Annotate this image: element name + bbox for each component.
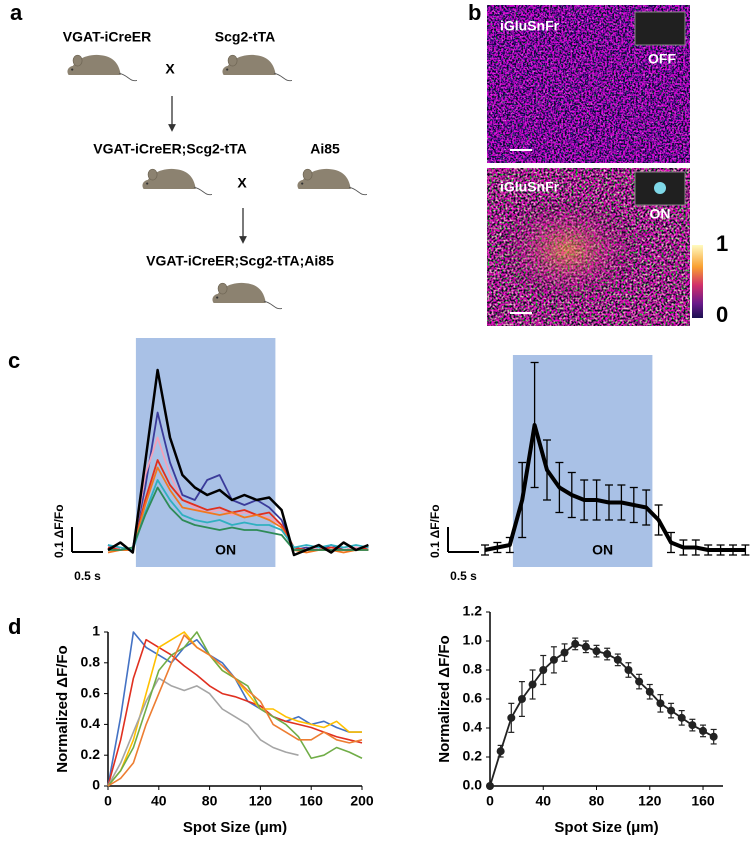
x-tick-label: 80 bbox=[202, 793, 218, 809]
stimulus-label: ON bbox=[592, 542, 613, 558]
colorbar-tick: 0 bbox=[716, 302, 728, 327]
mouse-icon bbox=[297, 168, 367, 196]
y-tick-label: 0.8 bbox=[463, 661, 483, 677]
panel-label: d bbox=[8, 614, 21, 639]
stimulus-window bbox=[512, 355, 653, 567]
data-point bbox=[539, 666, 548, 674]
data-point bbox=[496, 747, 505, 756]
x-tick-label: 160 bbox=[300, 793, 324, 809]
x-tick-label: 40 bbox=[535, 793, 551, 809]
y-tick-label: 0.0 bbox=[463, 777, 483, 793]
data-point bbox=[581, 642, 590, 651]
data-point bbox=[528, 680, 537, 689]
y-tick-label: 0.8 bbox=[81, 654, 101, 670]
strain-label: Ai85 bbox=[310, 141, 340, 157]
state-label: OFF bbox=[648, 51, 676, 67]
y-tick-label: 0.4 bbox=[463, 719, 483, 735]
y-tick-label: 1.2 bbox=[463, 603, 483, 619]
x-tick-label: 40 bbox=[151, 793, 167, 809]
scale-bar-label: 0.1 ΔF/Fo bbox=[428, 504, 442, 558]
data-point bbox=[635, 677, 644, 686]
data-point bbox=[603, 650, 612, 659]
y-axis-label: Normalized ΔF/Fo bbox=[54, 645, 71, 772]
tuning-curve bbox=[107, 634, 363, 787]
trace bbox=[107, 368, 369, 557]
image-glow bbox=[500, 195, 650, 305]
data-point bbox=[656, 699, 665, 708]
data-point bbox=[507, 713, 516, 722]
data-point bbox=[667, 706, 676, 715]
y-tick-label: 0.2 bbox=[463, 748, 483, 764]
strain-label: VGAT-iCreER;Scg2-tTA;Ai85 bbox=[146, 253, 334, 269]
cross-symbol: X bbox=[165, 61, 175, 77]
y-tick-label: 1.0 bbox=[463, 632, 483, 648]
data-point bbox=[571, 639, 580, 648]
y-tick-label: 0.6 bbox=[81, 684, 101, 700]
panel-label: c bbox=[8, 348, 20, 373]
y-tick-label: 0.4 bbox=[81, 715, 101, 731]
data-point bbox=[560, 648, 569, 657]
strain-label: Scg2-tTA bbox=[215, 29, 275, 45]
x-axis-label: Spot Size (μm) bbox=[554, 819, 658, 836]
y-tick-label: 1 bbox=[92, 623, 100, 639]
x-tick-label: 120 bbox=[249, 793, 273, 809]
imaging-panel: iGluSnFr iGluSnFr OFF ON 1 0 bbox=[487, 5, 728, 327]
data-point bbox=[709, 732, 718, 741]
cross-symbol: X bbox=[237, 175, 247, 191]
state-label: ON bbox=[650, 206, 671, 222]
trace bbox=[107, 479, 369, 551]
data-point bbox=[677, 713, 686, 722]
scale-bar-label: 0.5 s bbox=[74, 569, 101, 583]
colorbar-tick: 1 bbox=[716, 231, 728, 256]
image-label: iGluSnFr bbox=[500, 179, 560, 195]
x-tick-label: 80 bbox=[589, 793, 605, 809]
x-tick-label: 0 bbox=[104, 793, 112, 809]
y-tick-label: 0 bbox=[92, 777, 100, 793]
scale-bar-label: 0.1 ΔF/Fo bbox=[52, 504, 66, 558]
x-axis-label: Spot Size (μm) bbox=[183, 819, 287, 836]
y-tick-label: 0.6 bbox=[463, 690, 483, 706]
data-point bbox=[592, 647, 601, 656]
data-point bbox=[699, 726, 708, 735]
strain-label: VGAT-iCreER;Scg2-tTA bbox=[93, 141, 247, 157]
y-axis-label: Normalized ΔF/Fo bbox=[436, 635, 453, 762]
panel-label: b bbox=[468, 0, 481, 25]
mean-curve bbox=[489, 643, 715, 787]
breeding-diagram: VGAT-iCreER Scg2-tTA X VGAT-iCreER;Scg2-… bbox=[63, 29, 367, 310]
data-point bbox=[688, 721, 697, 730]
stimulus-spot bbox=[654, 182, 666, 194]
mouse-icon bbox=[142, 168, 212, 196]
data-point bbox=[517, 695, 526, 703]
stimulus-label: ON bbox=[215, 542, 236, 558]
mouse-icon bbox=[222, 54, 292, 82]
mouse-icon bbox=[212, 282, 282, 310]
x-tick-label: 0 bbox=[486, 793, 494, 809]
tuning-curve bbox=[107, 631, 363, 787]
x-tick-label: 200 bbox=[350, 793, 374, 809]
mouse-icon bbox=[67, 54, 137, 82]
panel-label: a bbox=[10, 0, 23, 25]
x-tick-label: 160 bbox=[691, 793, 715, 809]
data-point bbox=[613, 655, 622, 664]
data-point bbox=[549, 655, 558, 664]
tuning-curve bbox=[107, 677, 299, 787]
colorbar bbox=[692, 245, 703, 318]
y-tick-label: 0.2 bbox=[81, 746, 101, 762]
data-point bbox=[645, 687, 654, 696]
tuning-curve bbox=[107, 638, 363, 787]
image-label: iGluSnFr bbox=[500, 18, 560, 34]
scale-bar-label: 0.5 s bbox=[450, 569, 477, 583]
data-point bbox=[486, 782, 494, 790]
stimulus-inset bbox=[634, 11, 686, 46]
mean-trace bbox=[484, 423, 746, 552]
x-tick-label: 120 bbox=[638, 793, 662, 809]
strain-label: VGAT-iCreER bbox=[63, 29, 151, 45]
data-point bbox=[624, 666, 633, 674]
